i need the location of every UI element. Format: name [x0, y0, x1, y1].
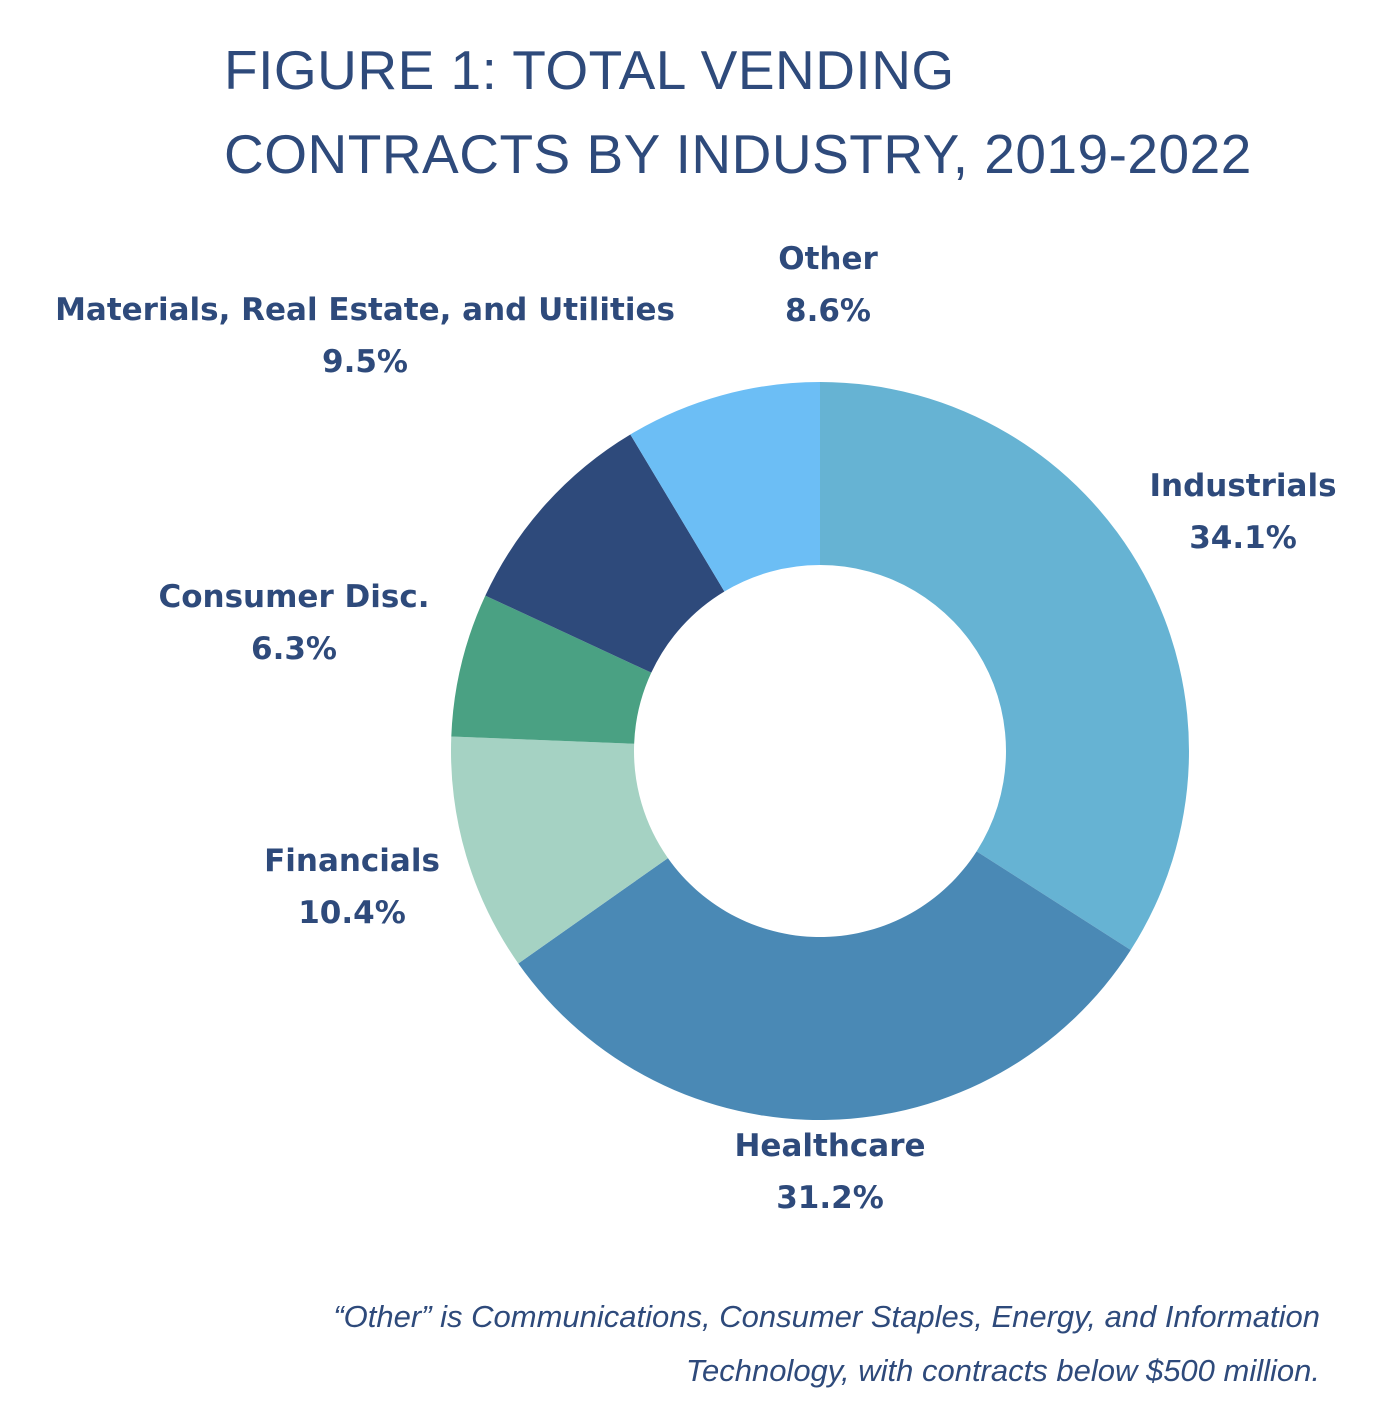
footnote-line-2: Technology, with contracts below $500 mi…: [685, 1353, 1320, 1388]
label-name: Consumer Disc.: [158, 579, 430, 615]
label-healthcare: Healthcare 31.2%: [734, 1120, 925, 1224]
label-value: 10.4%: [298, 895, 406, 931]
label-industrials: Industrials 34.1%: [1149, 460, 1336, 564]
chart-title: FIGURE 1: TOTAL VENDING CONTRACTS BY IND…: [224, 28, 1252, 196]
label-value: 8.6%: [785, 293, 871, 329]
slice-healthcare: [518, 851, 1131, 1120]
footnote: “Other” is Communications, Consumer Stap…: [333, 1290, 1320, 1398]
label-name: Industrials: [1149, 468, 1337, 504]
label-materials: Materials, Real Estate, and Utilities 9.…: [55, 284, 675, 388]
label-consumer-disc: Consumer Disc. 6.3%: [158, 571, 429, 675]
label-value: 31.2%: [776, 1180, 884, 1216]
label-name: Healthcare: [734, 1128, 926, 1164]
label-name: Materials, Real Estate, and Utilities: [55, 292, 675, 328]
chart-title-line-1: FIGURE 1: TOTAL VENDING: [224, 39, 955, 101]
chart-title-line-2: CONTRACTS BY INDUSTRY, 2019-2022: [224, 123, 1252, 185]
slice-consumer-disc: [451, 595, 652, 744]
slice-materials-real-estate-and-utilities: [485, 434, 725, 673]
label-value: 34.1%: [1189, 520, 1297, 556]
label-name: Financials: [264, 843, 440, 879]
label-other: Other 8.6%: [778, 233, 878, 337]
slice-financials: [451, 736, 668, 964]
label-name: Other: [778, 241, 878, 277]
label-value: 6.3%: [251, 631, 337, 667]
footnote-line-1: “Other” is Communications, Consumer Stap…: [333, 1299, 1320, 1334]
label-value: 9.5%: [322, 344, 408, 380]
slice-industrials: [820, 382, 1189, 951]
label-financials: Financials 10.4%: [264, 835, 440, 939]
slice-other: [630, 382, 820, 592]
